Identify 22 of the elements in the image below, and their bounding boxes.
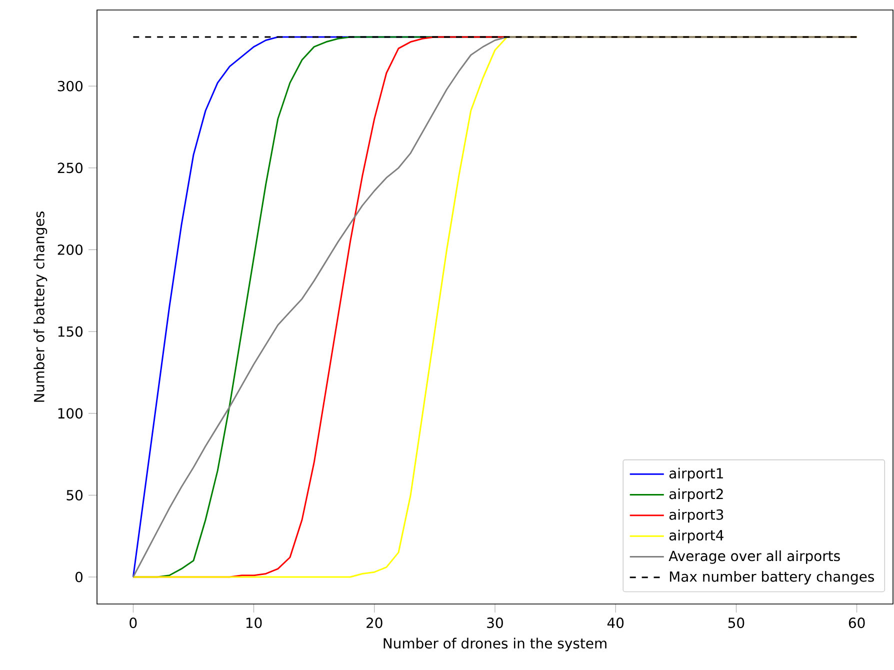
x-tick-label: 20 xyxy=(366,618,382,628)
x-tick-label: 50 xyxy=(728,618,744,628)
y-tick-label: 300 xyxy=(58,80,83,92)
y-tick-label: 200 xyxy=(58,244,83,255)
legend-label: airport1 xyxy=(669,468,723,482)
y-tick-label: 100 xyxy=(58,408,83,419)
x-tick-label: 40 xyxy=(607,618,624,628)
x-tick-label: 60 xyxy=(848,618,865,628)
x-axis-title: Number of drones in the system xyxy=(384,638,606,652)
x-tick-label: 30 xyxy=(487,618,503,628)
y-tick-label: 0 xyxy=(75,572,83,582)
y-axis-title: Number of battery changes xyxy=(34,212,48,402)
legend-label: airport4 xyxy=(669,530,724,544)
legend-label: airport2 xyxy=(669,488,723,502)
y-tick-label: 250 xyxy=(58,162,83,174)
x-tick-label: 10 xyxy=(246,618,262,628)
y-tick-label: 150 xyxy=(58,326,83,337)
legend-label: Max number battery changes xyxy=(670,571,874,585)
legend-label: Average over all airports xyxy=(668,550,840,564)
x-tick-label: 0 xyxy=(130,618,137,628)
legend-label: airport3 xyxy=(669,509,724,523)
y-tick-label: 50 xyxy=(66,490,83,500)
